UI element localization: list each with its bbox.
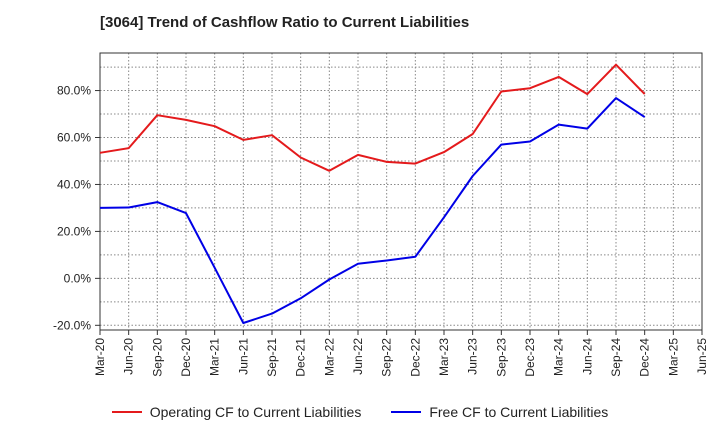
axis-layer bbox=[95, 52, 703, 335]
x-tick-label: Dec-24 bbox=[638, 338, 652, 377]
chart-title: [3064] Trend of Cashflow Ratio to Curren… bbox=[100, 14, 470, 31]
x-tick-label: Mar-24 bbox=[552, 338, 566, 376]
label-layer: -20.0% 0.0% 20.0% 40.0% 60.0% 80.0% Mar-20 Jun-… bbox=[53, 84, 709, 377]
y-tick-label: 80.0% bbox=[57, 84, 91, 98]
legend: Operating CF to Current Liabilities Free… bbox=[0, 404, 720, 420]
x-tick-label: Dec-20 bbox=[179, 338, 193, 377]
plot-frame bbox=[99, 52, 703, 331]
legend-swatch-free-cf bbox=[391, 411, 422, 413]
x-tick-label: Jun-24 bbox=[580, 338, 594, 375]
legend-label-operating-cf: Operating CF to Current Liabilities bbox=[149, 404, 362, 420]
legend-swatch-operating-cf bbox=[111, 411, 142, 413]
x-tick-label: Sep-24 bbox=[609, 338, 623, 377]
y-tick-label: -20.0% bbox=[53, 318, 91, 332]
x-tick-label: Dec-23 bbox=[523, 338, 537, 377]
x-tick-label: Sep-20 bbox=[150, 338, 164, 377]
x-tick-label: Jun-23 bbox=[466, 338, 480, 375]
x-tick-label: Jun-20 bbox=[122, 338, 136, 375]
legend-item-free-cf: Free CF to Current Liabilities bbox=[391, 404, 608, 420]
series-layer bbox=[99, 63, 646, 324]
y-tick-label: 40.0% bbox=[57, 177, 91, 191]
series-line-free-cf bbox=[99, 97, 646, 324]
x-tick-label: Dec-21 bbox=[294, 338, 308, 377]
x-tick-label: Dec-22 bbox=[408, 338, 422, 377]
legend-label-free-cf: Free CF to Current Liabilities bbox=[429, 404, 609, 420]
x-tick-label: Mar-23 bbox=[437, 338, 451, 376]
x-tick-label: Mar-22 bbox=[322, 338, 336, 376]
y-tick-label: 60.0% bbox=[57, 131, 91, 145]
x-tick-label: Jun-22 bbox=[351, 338, 365, 375]
x-tick-label: Sep-21 bbox=[265, 338, 279, 377]
x-tick-label: Mar-21 bbox=[208, 338, 222, 376]
x-tick-label: Mar-20 bbox=[93, 338, 107, 376]
y-tick-label: 0.0% bbox=[64, 271, 92, 285]
x-tick-label: Jun-21 bbox=[236, 338, 250, 375]
legend-item-operating-cf: Operating CF to Current Liabilities bbox=[111, 404, 362, 420]
series-line-operating-cf bbox=[99, 63, 646, 172]
x-tick-label: Jun-25 bbox=[695, 338, 709, 375]
grid-layer bbox=[100, 53, 702, 330]
x-tick-label: Sep-22 bbox=[380, 338, 394, 377]
y-tick-label: 20.0% bbox=[57, 224, 91, 238]
x-tick-label: Mar-25 bbox=[666, 338, 680, 376]
x-tick-label: Sep-23 bbox=[494, 338, 508, 377]
